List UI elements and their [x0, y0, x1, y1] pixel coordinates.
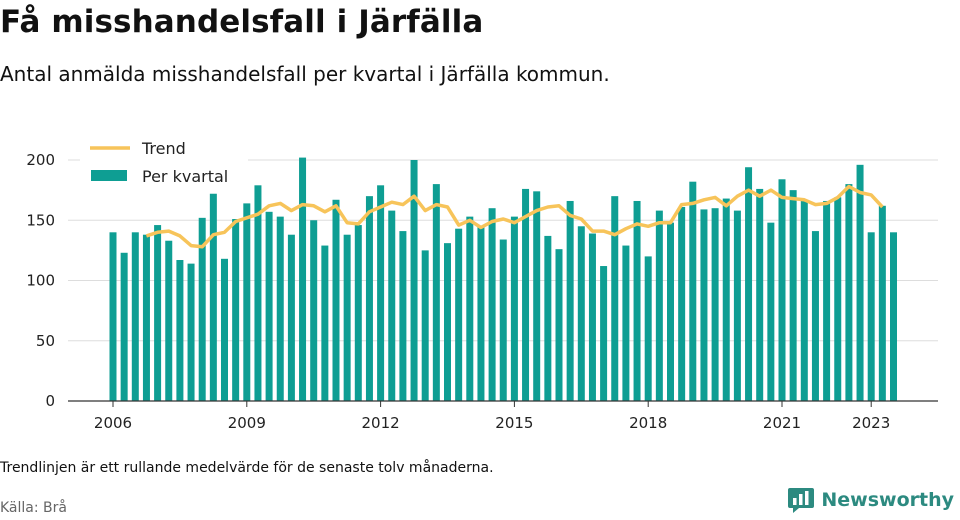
bar — [856, 164, 864, 401]
footnote: Trendlinjen är ett rullande medelvärde f… — [0, 460, 494, 476]
bar — [510, 216, 518, 401]
bar — [733, 210, 741, 401]
bar — [499, 239, 507, 401]
bar — [131, 232, 139, 401]
y-tick-labels: 0 50 100 150 200 — [26, 151, 55, 410]
y-tick-label: 100 — [26, 272, 55, 290]
bar — [232, 219, 240, 401]
bar — [544, 235, 552, 401]
bar — [265, 211, 273, 401]
x-tick-label: 2012 — [362, 414, 400, 432]
chart-area: 0 50 100 150 200 2006 2009 2012 2015 2018 2021 202… — [26, 136, 938, 432]
bar — [789, 190, 797, 402]
bar — [811, 231, 819, 401]
bar — [488, 208, 496, 401]
y-tick-label: 200 — [26, 151, 55, 169]
bars-series — [109, 157, 897, 402]
x-tick-label: 2009 — [228, 414, 266, 432]
bar — [399, 231, 407, 401]
bar — [154, 225, 162, 401]
bar — [165, 240, 173, 401]
bar — [778, 179, 786, 401]
x-tick-label: 2023 — [852, 414, 890, 432]
bar — [455, 228, 463, 401]
bar — [142, 234, 150, 401]
legend: Trend Per kvartal — [80, 136, 248, 190]
bar-chart-speech-icon — [788, 488, 815, 513]
bar — [767, 222, 775, 401]
bar — [667, 222, 674, 401]
bar — [622, 245, 630, 401]
y-tick-label: 0 — [45, 392, 55, 410]
x-tick-label: 2006 — [94, 414, 132, 432]
bar — [243, 203, 251, 401]
bar — [555, 249, 563, 401]
bar — [209, 193, 217, 401]
x-tick-labels: 2006 2009 2012 2015 2018 2021 2023 — [94, 401, 890, 432]
bar — [287, 234, 295, 401]
bar — [343, 234, 351, 401]
trend-line — [145, 184, 884, 249]
bar — [321, 245, 329, 401]
chart-subtitle: Antal anmälda misshandelsfall per kvarta… — [0, 62, 610, 86]
bar — [689, 181, 697, 401]
bar — [354, 225, 362, 401]
legend-bar-swatch — [91, 170, 127, 181]
y-tick-label: 50 — [36, 332, 55, 350]
bar — [577, 226, 585, 401]
bar — [187, 263, 195, 401]
bar — [867, 232, 875, 401]
bar — [711, 208, 719, 401]
bar — [176, 260, 184, 401]
bar — [221, 258, 228, 401]
legend-trend-label: Trend — [141, 139, 186, 158]
bar — [310, 220, 318, 401]
bar — [421, 250, 429, 402]
bar — [365, 196, 373, 401]
bar — [388, 210, 396, 401]
source-text: Källa: Brå — [0, 500, 67, 516]
bar — [823, 200, 831, 401]
bar — [890, 232, 897, 401]
bar — [756, 188, 764, 401]
bar — [410, 160, 418, 401]
bar — [522, 188, 530, 401]
x-tick-label: 2015 — [495, 414, 533, 432]
x-tick-label: 2018 — [629, 414, 667, 432]
chart-title: Få misshandelsfall i Järfälla — [0, 4, 484, 40]
bar — [633, 200, 641, 401]
bar — [588, 233, 596, 401]
bar — [332, 199, 340, 401]
bar — [655, 210, 663, 401]
bar — [745, 167, 753, 401]
bar — [834, 197, 842, 401]
bar — [432, 184, 440, 401]
legend-bar-label: Per kvartal — [142, 167, 228, 186]
x-tick-label: 2021 — [763, 414, 801, 432]
bar — [566, 200, 574, 401]
bar — [800, 200, 808, 401]
bar — [878, 205, 886, 401]
bar — [254, 185, 262, 401]
bar — [600, 266, 608, 401]
bar — [845, 184, 853, 401]
bar — [299, 157, 307, 401]
bar — [477, 226, 485, 401]
brand-name[interactable]: Newsworthy — [821, 489, 954, 511]
y-tick-label: 150 — [26, 211, 55, 229]
bar — [198, 217, 206, 401]
bar — [722, 198, 730, 401]
bar — [644, 256, 652, 401]
bar — [377, 185, 385, 401]
bar — [466, 216, 474, 401]
bar — [276, 216, 284, 401]
bar — [611, 196, 619, 401]
bar — [700, 209, 708, 401]
bar — [533, 191, 541, 401]
bar — [109, 232, 117, 401]
bar — [120, 252, 128, 401]
bar — [678, 206, 686, 401]
brand-logo[interactable]: Newsworthy — [787, 486, 954, 514]
bar — [444, 243, 451, 401]
